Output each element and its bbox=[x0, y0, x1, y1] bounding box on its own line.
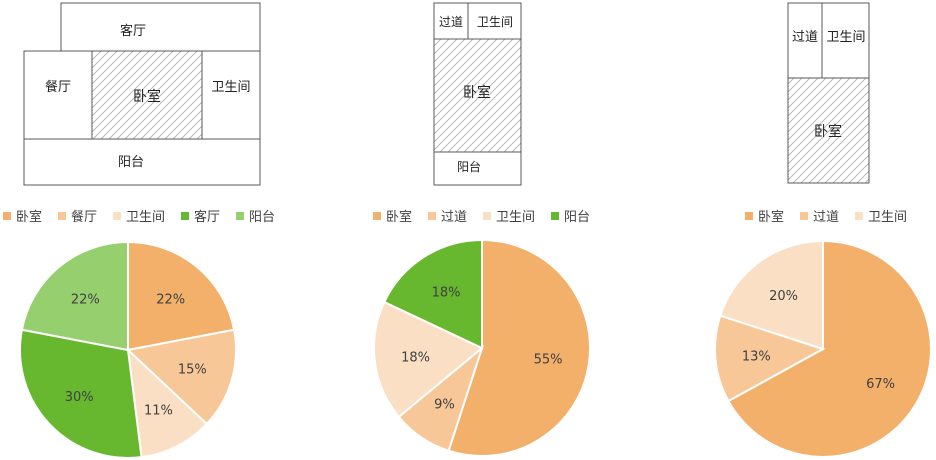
legend-label: 卧室 bbox=[386, 209, 412, 225]
legend-label: 餐厅 bbox=[71, 209, 97, 225]
data-label-keting: 18% bbox=[432, 286, 461, 301]
floorplan-3: 过道 卫生间 卧室 bbox=[787, 2, 870, 184]
room-label-woshi: 卧室 bbox=[463, 84, 491, 101]
legend-swatch bbox=[483, 212, 491, 220]
pie-slice-woshi bbox=[727, 239, 932, 458]
pie-slice-keting bbox=[19, 328, 143, 459]
room-label-woshi: 卧室 bbox=[133, 88, 161, 105]
legend-item-weishengjian: 卫生间 bbox=[113, 210, 165, 225]
data-label-woshi: 55% bbox=[534, 353, 563, 368]
room-woshi bbox=[433, 38, 522, 153]
floorplan-1: 客厅 餐厅 卧室 卫生间 阳台 bbox=[23, 2, 261, 186]
legend-item-canting: 餐厅 bbox=[58, 209, 97, 225]
legend-chart-3: 卧室 过道 卫生间 bbox=[745, 209, 907, 225]
legend-label: 卫生间 bbox=[496, 210, 535, 225]
legend-swatch bbox=[800, 212, 808, 220]
legend-label: 过道 bbox=[813, 210, 839, 225]
pie-slice-woshi bbox=[127, 240, 236, 352]
legend-swatch bbox=[745, 212, 753, 220]
room-label-canting: 餐厅 bbox=[45, 79, 71, 95]
data-label-woshi: 67% bbox=[866, 377, 895, 392]
legend-label: 卧室 bbox=[758, 209, 784, 225]
room-label-weishengjian: 卫生间 bbox=[826, 30, 865, 45]
legend-swatch bbox=[113, 212, 121, 220]
room-keting bbox=[60, 2, 261, 52]
pie-slice-canting bbox=[125, 328, 237, 426]
pie-chart-1: 22% 15% 11% 30% 22% bbox=[19, 240, 237, 459]
room-label-guodao: 过道 bbox=[439, 15, 463, 29]
data-label-keting: 30% bbox=[65, 390, 94, 405]
legend-item-keting: 客厅 bbox=[181, 209, 220, 225]
legend-label: 卫生间 bbox=[868, 210, 907, 225]
legend-swatch bbox=[551, 212, 559, 220]
room-label-guodao: 过道 bbox=[792, 30, 818, 45]
legend-chart-2: 卧室 过道 卫生间 阳台 bbox=[373, 209, 590, 225]
legend-swatch bbox=[3, 212, 11, 220]
legend-label: 客厅 bbox=[194, 209, 220, 225]
legend-label: 卧室 bbox=[16, 209, 42, 225]
room-woshi bbox=[787, 77, 870, 184]
pie-chart-2: 55% 9% 18% 18% bbox=[373, 238, 592, 457]
room-weishengjian bbox=[201, 50, 261, 140]
legend-label: 阳台 bbox=[249, 210, 275, 225]
pie-slice-guodao bbox=[714, 314, 826, 403]
data-label-guodao: 13% bbox=[742, 349, 771, 364]
legend-item-keting: 阳台 bbox=[551, 210, 590, 225]
legend-label: 卫生间 bbox=[126, 210, 165, 225]
data-label-woshi: 22% bbox=[156, 292, 185, 307]
legend-swatch bbox=[855, 212, 863, 220]
legend-swatch bbox=[428, 212, 436, 220]
pie-slice-weishengjian bbox=[373, 300, 484, 419]
room-yangtai bbox=[433, 151, 522, 186]
legend-item-woshi: 卧室 bbox=[373, 209, 412, 225]
legend-label: 阳台 bbox=[564, 210, 590, 225]
room-woshi bbox=[91, 50, 203, 140]
floorplan-2: 过道 卫生间 卧室 阳台 bbox=[433, 2, 522, 186]
data-label-weishengjian: 20% bbox=[769, 289, 798, 304]
pie-slice-keting bbox=[382, 238, 483, 350]
pie-slice-weishengjian bbox=[126, 347, 209, 459]
room-label-yangtai: 阳台 bbox=[457, 159, 481, 174]
pie-slice-yangtai bbox=[20, 240, 129, 352]
room-label-keting: 客厅 bbox=[120, 23, 146, 39]
pie-chart-3: 67% 13% 20% bbox=[714, 239, 932, 458]
data-label-weishengjian: 18% bbox=[401, 350, 430, 365]
data-label-canting: 15% bbox=[178, 363, 207, 378]
legend-item-weishengjian: 卫生间 bbox=[483, 210, 535, 225]
legend-item-weishengjian: 卫生间 bbox=[855, 210, 907, 225]
legend-item-yangtai: 阳台 bbox=[236, 210, 275, 225]
room-yangtai bbox=[23, 138, 261, 186]
legend-swatch bbox=[373, 212, 381, 220]
legend-item-guodao: 过道 bbox=[800, 210, 839, 225]
room-label-weishengjian: 卫生间 bbox=[477, 15, 513, 29]
legend-swatch bbox=[236, 212, 244, 220]
legend-item-guodao: 过道 bbox=[428, 210, 467, 225]
legend-swatch bbox=[58, 212, 66, 220]
pie-slice-weishengjian bbox=[719, 239, 824, 351]
room-weishengjian bbox=[467, 2, 522, 40]
room-label-woshi: 卧室 bbox=[814, 123, 842, 140]
legend-item-woshi: 卧室 bbox=[745, 209, 784, 225]
data-label-yangtai: 22% bbox=[71, 292, 100, 307]
room-label-weishengjian: 卫生间 bbox=[211, 80, 250, 95]
pie-slice-woshi bbox=[447, 238, 592, 457]
legend-label: 过道 bbox=[441, 210, 467, 225]
room-canting bbox=[23, 50, 93, 140]
room-label-yangtai: 阳台 bbox=[118, 155, 144, 170]
legend-item-woshi: 卧室 bbox=[3, 209, 42, 225]
data-label-weishengjian: 11% bbox=[144, 404, 173, 419]
legend-swatch bbox=[181, 212, 189, 220]
room-weishengjian bbox=[821, 2, 870, 79]
legend-chart-1: 卧室 餐厅 卫生间 客厅 阳台 bbox=[3, 209, 275, 225]
data-label-guodao: 9% bbox=[434, 397, 455, 412]
